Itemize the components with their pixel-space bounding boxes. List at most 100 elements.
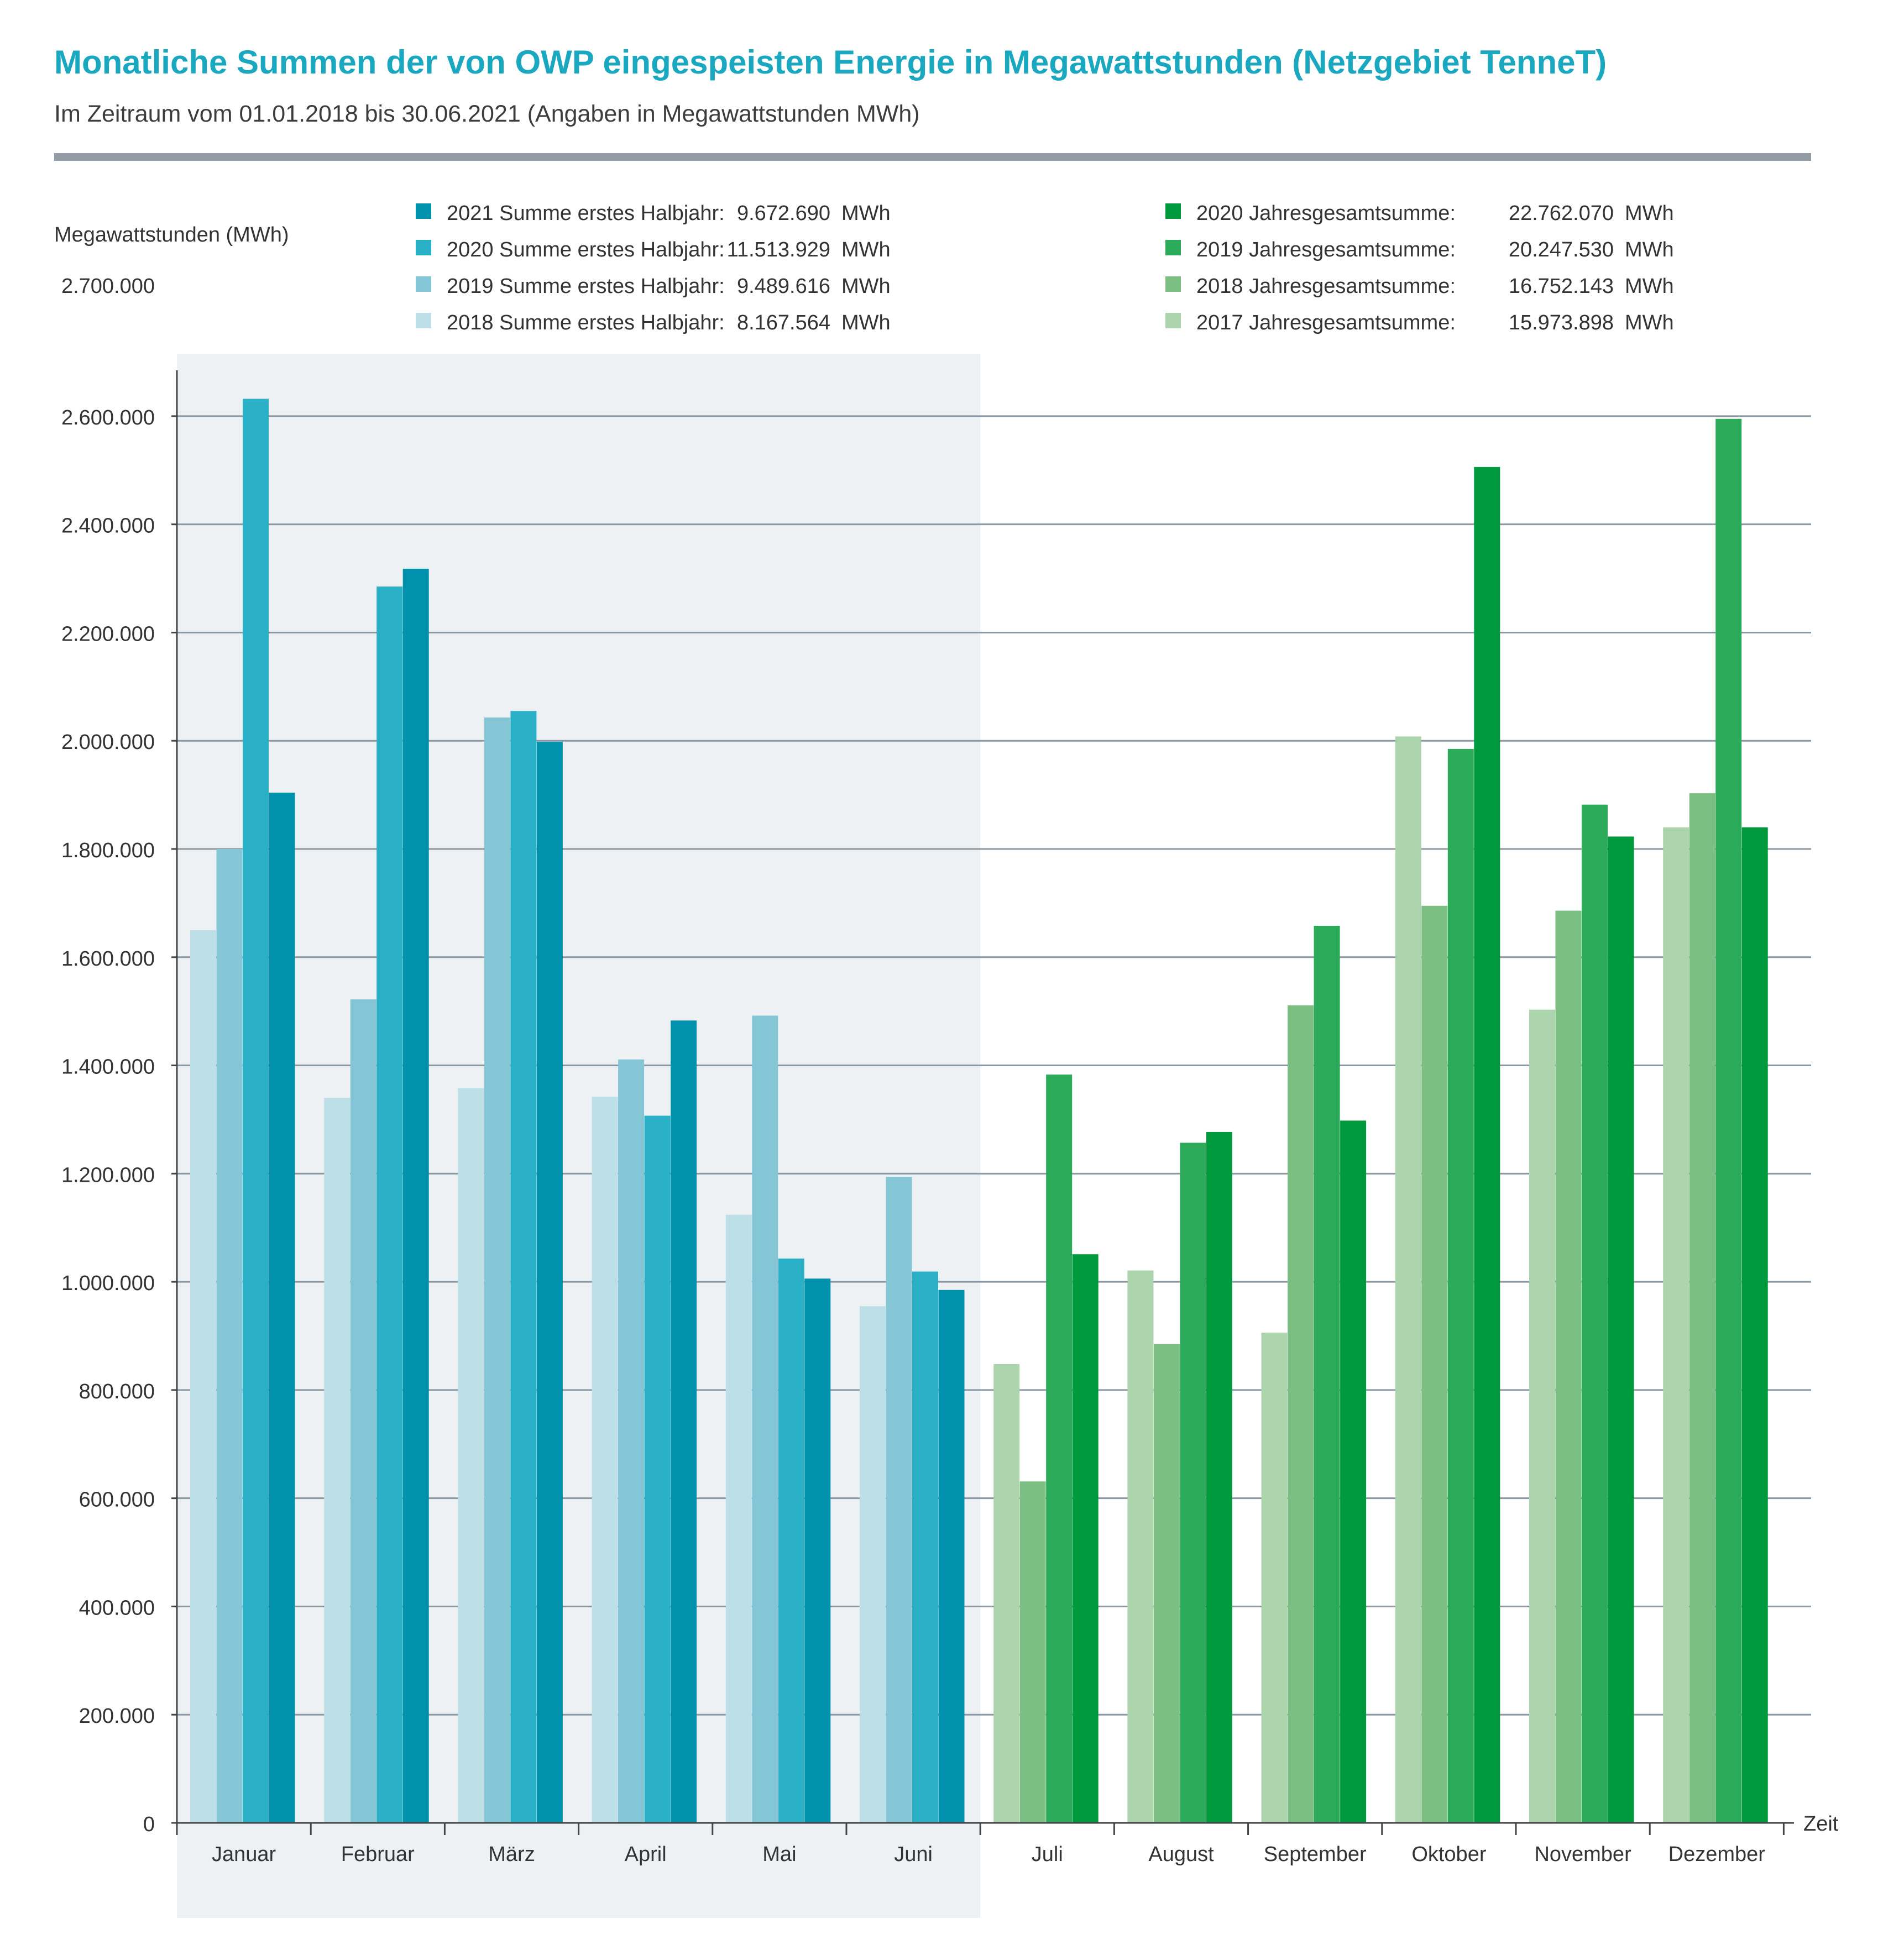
y-tick-label: 400.000 <box>79 1596 155 1619</box>
legend-first-half-label: 2018 Summe erstes Halbjahr: <box>447 311 725 334</box>
bar <box>1046 1074 1073 1823</box>
x-tick-label: Februar <box>341 1843 415 1866</box>
bar <box>886 1177 912 1823</box>
bar <box>510 711 537 1823</box>
bar <box>1261 1333 1288 1823</box>
y-tick-label: 1.200.000 <box>61 1163 155 1187</box>
legend-first-half-label: 2019 Summe erstes Halbjahr: <box>447 275 725 298</box>
y-tick-label: 2.400.000 <box>61 515 155 538</box>
legend-annual-swatch <box>1165 203 1181 219</box>
bar <box>618 1059 645 1823</box>
bar <box>1663 827 1689 1823</box>
y-tick-label: 2.200.000 <box>61 622 155 646</box>
legend-first-half-swatch <box>416 240 431 255</box>
legend-annual-value: 20.247.530 <box>1509 238 1614 261</box>
y-tick-label: 2.600.000 <box>61 406 155 429</box>
legend-annual-swatch <box>1165 276 1181 292</box>
x-tick-label: August <box>1148 1843 1214 1866</box>
y-tick-label: 1.000.000 <box>61 1272 155 1295</box>
chart-subtitle: Im Zeitraum vom 01.01.2018 bis 30.06.202… <box>54 101 920 127</box>
bars <box>190 399 1768 1823</box>
bar <box>752 1015 778 1823</box>
legend-annual-unit: MWh <box>1625 202 1674 225</box>
x-tick-label: November <box>1534 1843 1631 1866</box>
bar <box>1180 1142 1206 1823</box>
legend-annual-value: 16.752.143 <box>1509 275 1614 298</box>
first-half-year-background <box>177 354 981 1918</box>
x-tick-label: Juli <box>1032 1843 1063 1866</box>
bar <box>592 1097 618 1823</box>
bar <box>1715 418 1742 1823</box>
bar <box>1314 926 1340 1823</box>
bar <box>860 1306 886 1823</box>
y-tick-label: 1.400.000 <box>61 1056 155 1079</box>
y-tick-label: 800.000 <box>79 1380 155 1403</box>
bar <box>269 793 295 1823</box>
bar <box>1529 1009 1555 1823</box>
bar <box>376 586 403 1823</box>
bar <box>725 1214 752 1823</box>
bar <box>324 1098 351 1823</box>
legend-first-half-value: 9.489.616 <box>737 275 830 298</box>
bar <box>778 1259 804 1823</box>
y-tick-label: 600.000 <box>79 1488 155 1512</box>
bar <box>1072 1254 1099 1823</box>
bar <box>536 742 563 1823</box>
bar <box>1127 1270 1154 1823</box>
legend-first-half-unit: MWh <box>841 311 891 334</box>
legend-annual-value: 22.762.070 <box>1509 202 1614 225</box>
bar <box>1153 1344 1180 1823</box>
bar <box>243 399 269 1823</box>
legend-first-half-value: 11.513.929 <box>727 238 830 261</box>
bar <box>938 1289 965 1823</box>
y-tick-label: 200.000 <box>79 1705 155 1728</box>
y-axis-label: Megawattstunden (MWh) <box>54 223 289 247</box>
bar <box>402 568 429 1823</box>
bar <box>1689 793 1715 1823</box>
legend-first-half-label: 2020 Summe erstes Halbjahr: <box>447 238 725 261</box>
legend-first-half-unit: MWh <box>841 202 891 225</box>
legend: 2021 Summe erstes Halbjahr: 9.672.690 MWh 2… <box>416 202 1674 334</box>
bar <box>912 1271 938 1823</box>
legend-first-half-swatch <box>416 203 431 219</box>
x-axis-label: Zeit <box>1803 1812 1839 1836</box>
legend-annual-unit: MWh <box>1625 238 1674 261</box>
bar <box>671 1020 697 1823</box>
bar <box>1395 736 1421 1823</box>
legend-first-half-value: 8.167.564 <box>737 311 830 334</box>
bar <box>1447 748 1474 1823</box>
y-tick-label: 1.800.000 <box>61 839 155 862</box>
legend-annual-swatch <box>1165 313 1181 328</box>
bar <box>993 1364 1020 1823</box>
x-tick-label: September <box>1264 1843 1367 1866</box>
bar <box>484 717 510 1823</box>
legend-annual-unit: MWh <box>1625 275 1674 298</box>
x-tick-label: Januar <box>212 1843 276 1866</box>
legend-annual-swatch <box>1165 240 1181 255</box>
bar <box>1741 827 1768 1823</box>
bar <box>458 1088 484 1823</box>
x-tick-label: Mai <box>762 1843 796 1866</box>
legend-first-half-unit: MWh <box>841 275 891 298</box>
bar <box>804 1278 831 1823</box>
legend-annual-label: 2019 Jahresgesamtsumme: <box>1196 238 1456 261</box>
legend-annual-label: 2017 Jahresgesamtsumme: <box>1196 311 1456 334</box>
bar <box>190 930 216 1823</box>
legend-annual-unit: MWh <box>1625 311 1674 334</box>
y-tick-label: 2.000.000 <box>61 731 155 754</box>
bar <box>1421 905 1448 1823</box>
bar <box>1288 1005 1314 1823</box>
bar <box>644 1115 671 1823</box>
axes: 0 200.000 400.000 600.000 800.000 1.000.000 1.… <box>54 223 1839 1866</box>
y-tick-label: 0 <box>143 1813 155 1836</box>
legend-annual-value: 15.973.898 <box>1509 311 1614 334</box>
legend-first-half-swatch <box>416 313 431 328</box>
bar <box>216 849 243 1823</box>
header-divider <box>54 153 1811 161</box>
x-tick-label: Oktober <box>1411 1843 1487 1866</box>
legend-annual-label: 2018 Jahresgesamtsumme: <box>1196 275 1456 298</box>
bar <box>1206 1131 1232 1823</box>
chart-title: Monatliche Summen der von OWP eingespeis… <box>54 44 1607 81</box>
y-tick-label: 1.600.000 <box>61 947 155 971</box>
